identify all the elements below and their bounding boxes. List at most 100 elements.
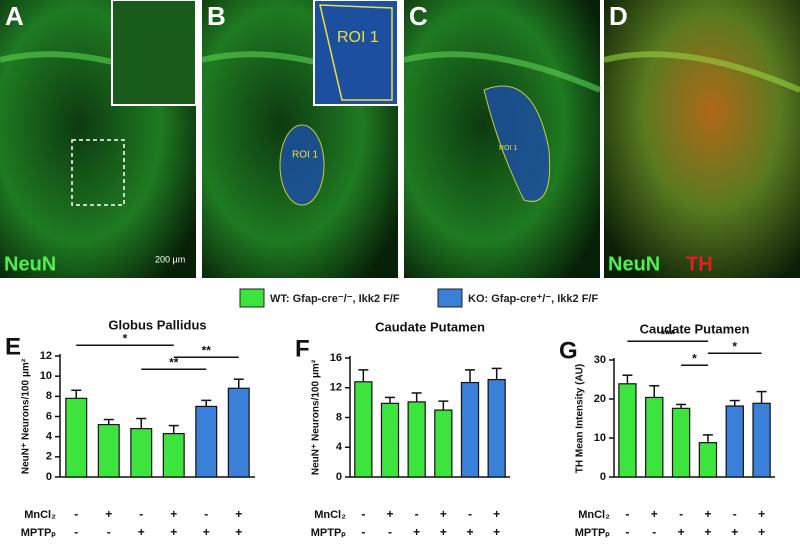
- bar: [380, 402, 400, 478]
- treatment-sign: -: [74, 525, 78, 539]
- treatment-sign: +: [758, 507, 765, 521]
- panel-letter: C: [409, 1, 428, 31]
- bar: [227, 387, 250, 478]
- panel-letter: D: [609, 1, 628, 31]
- treatment-sign: -: [625, 507, 629, 521]
- treatment-sign: +: [203, 525, 210, 539]
- image-label: ROI 1: [337, 29, 379, 46]
- panel-letter: B: [207, 1, 226, 31]
- bar: [460, 381, 480, 478]
- treatment-label: MPTPₚ: [575, 527, 611, 539]
- image-label: ROI 1: [499, 145, 517, 152]
- bar: [195, 405, 218, 478]
- treatment-label: MnCl₂: [24, 509, 56, 521]
- bar: [130, 428, 153, 478]
- bar: [162, 433, 185, 478]
- y-tick-label: 30: [594, 354, 606, 366]
- treatment-sign: +: [235, 525, 242, 539]
- image-label: NeuN: [4, 253, 56, 275]
- treatment-sign: -: [679, 507, 683, 521]
- treatment-sign: -: [204, 507, 208, 521]
- significance-label: ***: [661, 327, 675, 341]
- treatment-sign: -: [625, 525, 629, 539]
- inset: [111, 0, 197, 106]
- panel-letter: A: [5, 1, 24, 31]
- roi-outline: [279, 124, 325, 206]
- treatment-label: MnCl₂: [314, 509, 346, 521]
- legend-label: KO: Gfap-cre⁺/⁻, Ikk2 F/F: [468, 293, 598, 305]
- treatment-sign: +: [704, 525, 711, 539]
- image-label: 200 μm: [155, 254, 185, 264]
- treatment-sign: +: [704, 507, 711, 521]
- bar: [65, 397, 88, 478]
- panel-letter: F: [295, 335, 310, 362]
- legend-swatch: [437, 288, 463, 308]
- treatment-sign: +: [386, 507, 393, 521]
- chart-title: Caudate Putamen: [640, 321, 750, 336]
- y-tick-label: 0: [600, 471, 606, 483]
- y-axis-label: NeuN⁺ Neurons/100 μm²: [21, 358, 32, 474]
- bar: [618, 383, 637, 478]
- significance-label: **: [169, 355, 179, 369]
- treatment-sign: -: [415, 507, 419, 521]
- bar: [752, 402, 771, 478]
- y-tick-label: 12: [330, 382, 342, 394]
- treatment-sign: +: [440, 525, 447, 539]
- legend-swatch: [239, 288, 265, 308]
- treatment-sign: -: [652, 525, 656, 539]
- y-tick-label: 4: [46, 431, 53, 443]
- y-tick-label: 10: [40, 370, 52, 382]
- image-label: NeuN: [608, 253, 660, 275]
- y-tick-label: 20: [594, 393, 606, 405]
- roi-outline: [319, 4, 393, 101]
- treatment-sign: +: [440, 507, 447, 521]
- y-axis-label: NeuN⁺ Neurons/100 μm²: [311, 359, 322, 475]
- treatment-sign: -: [733, 507, 737, 521]
- y-tick-label: 8: [336, 411, 342, 423]
- treatment-sign: -: [139, 507, 143, 521]
- inset: [313, 0, 399, 106]
- panel-letter: G: [559, 337, 578, 364]
- y-tick-label: 4: [336, 441, 343, 453]
- treatment-label: MPTPₚ: [21, 527, 57, 539]
- treatment-sign: +: [170, 507, 177, 521]
- treatment-sign: +: [678, 525, 685, 539]
- treatment-sign: +: [105, 507, 112, 521]
- bar: [671, 407, 691, 478]
- legend-label: WT: Gfap-cre⁻/⁻, Ikk2 F/F: [270, 293, 400, 305]
- treatment-sign: -: [361, 507, 365, 521]
- tissue-edge: [603, 51, 800, 93]
- bar: [645, 396, 664, 478]
- bar: [698, 442, 718, 478]
- y-tick-label: 2: [46, 451, 52, 463]
- y-tick-label: 0: [46, 471, 52, 483]
- treatment-sign: +: [466, 525, 473, 539]
- y-tick-label: 0: [336, 471, 342, 483]
- bar: [97, 423, 120, 478]
- panel-letter: E: [5, 333, 21, 360]
- micrograph: [604, 0, 800, 278]
- roi-box: [71, 139, 125, 206]
- y-tick-label: 10: [594, 432, 606, 444]
- treatment-sign: -: [388, 525, 392, 539]
- significance-label: *: [123, 331, 128, 345]
- y-axis-label: TH Mean Intensity (AU): [575, 364, 586, 473]
- y-tick-label: 6: [46, 410, 52, 422]
- significance-label: *: [692, 351, 697, 365]
- tissue-edge: [403, 51, 602, 93]
- treatment-sign: -: [468, 507, 472, 521]
- bar: [407, 401, 426, 478]
- y-tick-label: 16: [330, 352, 342, 364]
- treatment-sign: +: [493, 525, 500, 539]
- treatment-sign: +: [731, 525, 738, 539]
- treatment-sign: +: [235, 507, 242, 521]
- significance-label: **: [202, 343, 212, 357]
- significance-label: *: [732, 339, 737, 353]
- chart-title: Globus Pallidus: [108, 317, 206, 332]
- roi-outline: [483, 85, 551, 202]
- treatment-sign: +: [170, 525, 177, 539]
- image-label: TH: [686, 253, 713, 275]
- y-tick-label: 8: [46, 390, 52, 402]
- treatment-sign: +: [413, 525, 420, 539]
